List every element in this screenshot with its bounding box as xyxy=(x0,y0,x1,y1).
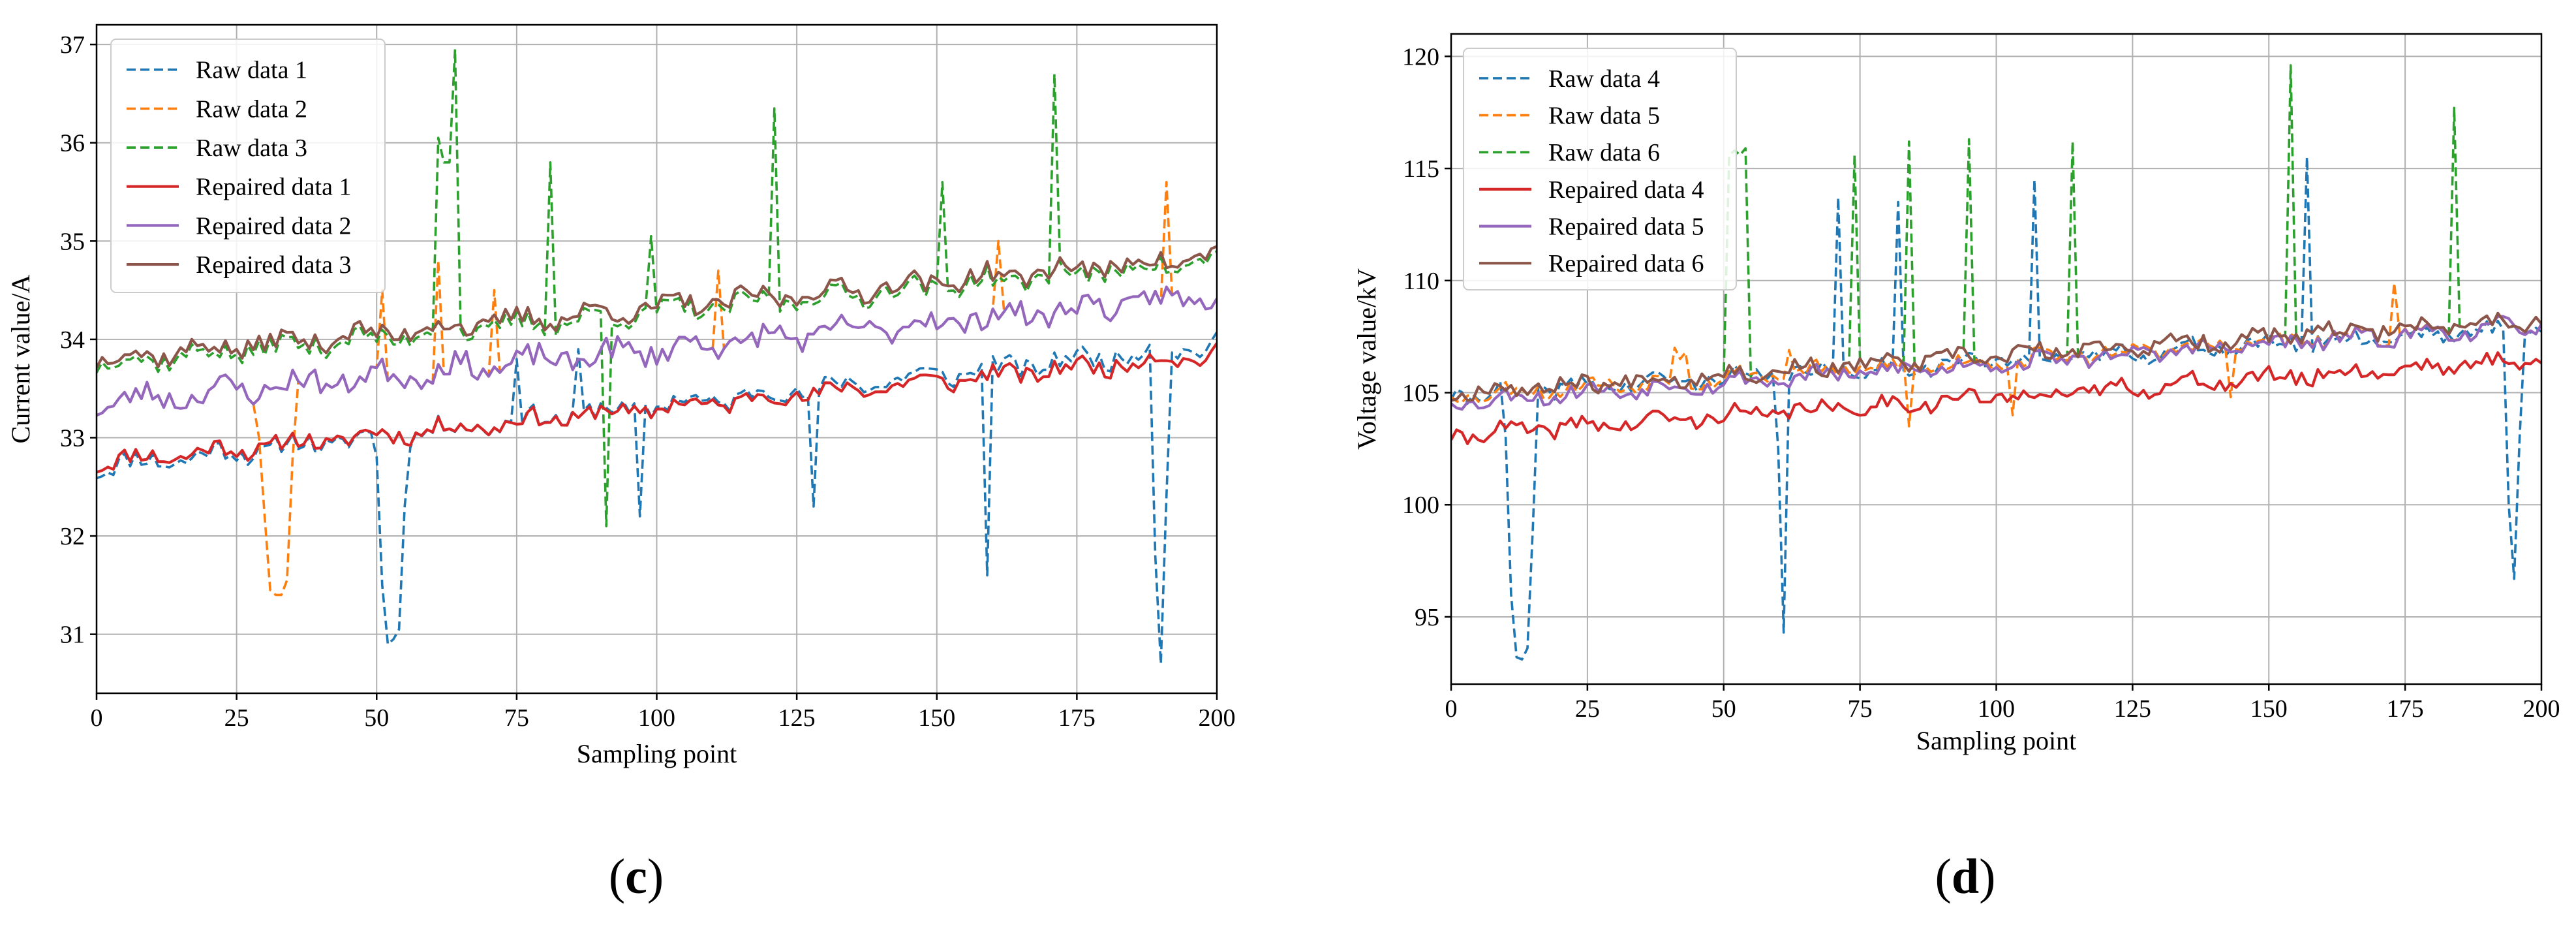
ticks: 0 25 50 75 100 125 150 175 200 31 32 33 34 35 36 37 xyxy=(60,31,1236,732)
series-group xyxy=(97,48,1217,665)
y-tick-label: 120 xyxy=(1402,43,1439,71)
x-tick-label: 25 xyxy=(1575,695,1600,723)
series-group xyxy=(1451,64,2541,661)
legend-label: Raw data 5 xyxy=(1548,102,1660,130)
series-line-raw-data-3 xyxy=(97,48,1217,527)
y-tick-label: 115 xyxy=(1403,155,1439,183)
x-tick-label: 0 xyxy=(91,704,103,732)
y-tick-label: 36 xyxy=(60,130,85,157)
legend-label: Repaired data 4 xyxy=(1548,176,1704,204)
x-tick-label: 50 xyxy=(1711,695,1736,723)
legend-label: Repaired data 1 xyxy=(196,174,351,201)
series-line-repaired-data-3 xyxy=(97,245,1217,369)
x-tick-label: 100 xyxy=(638,704,675,732)
series-line-repaired-data-4 xyxy=(1451,351,2541,445)
y-tick-label: 95 xyxy=(1415,604,1439,631)
legend-label: Raw data 2 xyxy=(196,95,307,123)
x-tick-label: 150 xyxy=(2250,695,2288,723)
y-tick-label: 35 xyxy=(60,228,85,255)
x-tick-label: 50 xyxy=(364,704,389,732)
x-tick-label: 175 xyxy=(1058,704,1096,732)
legend-label: Raw data 1 xyxy=(196,57,307,84)
series-line-repaired-data-2 xyxy=(97,285,1217,417)
grid xyxy=(96,25,1218,693)
series-line-repaired-data-6 xyxy=(1451,311,2541,402)
x-tick-label: 175 xyxy=(2387,695,2424,723)
y-tick-label: 100 xyxy=(1402,492,1439,519)
legend-label: Raw data 4 xyxy=(1548,65,1660,93)
series-line-raw-data-1 xyxy=(97,331,1217,665)
y-tick-label: 34 xyxy=(60,326,85,354)
x-tick-label: 150 xyxy=(918,704,955,732)
series-line-repaired-data-5 xyxy=(1451,315,2541,411)
y-tick-label: 32 xyxy=(60,523,85,550)
panel-label: (d) xyxy=(1935,849,1996,904)
y-tick-label: 31 xyxy=(60,621,85,649)
legend-label: Repaired data 3 xyxy=(196,251,351,279)
ticks: 0 25 50 75 100 125 150 175 200 95 100 105 110 115 120 xyxy=(1402,43,2560,723)
legend-label: Raw data 3 xyxy=(196,134,307,162)
x-axis-label: Sampling point xyxy=(577,739,737,768)
legend-label: Repaired data 5 xyxy=(1548,213,1704,241)
x-axis-label: Sampling point xyxy=(1916,726,2077,755)
legend-box xyxy=(110,39,386,293)
x-tick-label: 125 xyxy=(2114,695,2151,723)
legend: Raw data 4 Raw data 5 Raw data 6 Repaired d… xyxy=(1463,48,1737,290)
y-tick-label: 33 xyxy=(60,424,85,452)
y-tick-label: 37 xyxy=(60,31,85,59)
chart-panel-d: 0 25 50 75 100 125 150 175 200 95 100 105 110 115 120 S… xyxy=(1352,33,2560,904)
legend-label: Repaired data 2 xyxy=(196,212,351,240)
chart-panel-c: 0 25 50 75 100 125 150 175 200 31 32 33 34 35 36 37 Samp… xyxy=(6,24,1236,904)
legend-label: Raw data 6 xyxy=(1548,139,1660,166)
legend-box xyxy=(1463,48,1737,290)
legend: Raw data 1 Raw data 2 Raw data 3 Repaired d… xyxy=(110,39,386,293)
x-tick-label: 0 xyxy=(1445,695,1458,723)
y-axis-label: Current value/A xyxy=(6,274,35,443)
x-tick-label: 100 xyxy=(1978,695,2015,723)
y-tick-label: 110 xyxy=(1403,268,1439,295)
x-tick-label: 200 xyxy=(1199,704,1236,732)
x-tick-label: 75 xyxy=(504,704,529,732)
series-line-repaired-data-1 xyxy=(97,342,1217,474)
y-tick-label: 105 xyxy=(1402,380,1439,407)
legend-label: Repaired data 6 xyxy=(1548,250,1704,277)
x-tick-label: 125 xyxy=(778,704,816,732)
x-tick-label: 75 xyxy=(1848,695,1873,723)
y-axis-label: Voltage value/kV xyxy=(1352,268,1381,450)
x-tick-label: 200 xyxy=(2523,695,2560,723)
x-tick-label: 25 xyxy=(224,704,249,732)
panel-label: (c) xyxy=(609,849,664,904)
